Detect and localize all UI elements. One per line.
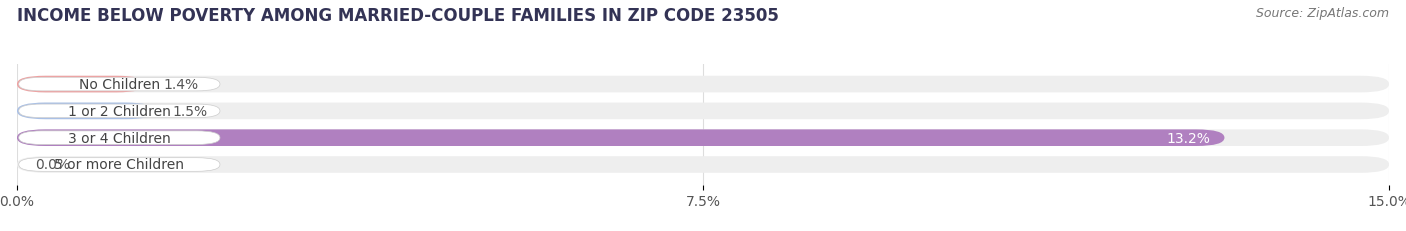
Text: 1 or 2 Children: 1 or 2 Children <box>67 104 170 118</box>
FancyBboxPatch shape <box>17 157 1389 173</box>
FancyBboxPatch shape <box>17 130 1389 146</box>
FancyBboxPatch shape <box>18 158 219 172</box>
FancyBboxPatch shape <box>18 105 219 118</box>
FancyBboxPatch shape <box>17 103 155 120</box>
FancyBboxPatch shape <box>17 76 145 93</box>
FancyBboxPatch shape <box>17 130 1225 146</box>
FancyBboxPatch shape <box>18 78 219 91</box>
Text: Source: ZipAtlas.com: Source: ZipAtlas.com <box>1256 7 1389 20</box>
Text: 3 or 4 Children: 3 or 4 Children <box>67 131 170 145</box>
Text: INCOME BELOW POVERTY AMONG MARRIED-COUPLE FAMILIES IN ZIP CODE 23505: INCOME BELOW POVERTY AMONG MARRIED-COUPL… <box>17 7 779 25</box>
Text: 5 or more Children: 5 or more Children <box>55 158 184 172</box>
FancyBboxPatch shape <box>17 103 1389 120</box>
Text: 1.5%: 1.5% <box>173 104 208 118</box>
Text: 0.0%: 0.0% <box>35 158 70 172</box>
Text: 1.4%: 1.4% <box>163 78 198 92</box>
FancyBboxPatch shape <box>17 76 1389 93</box>
FancyBboxPatch shape <box>18 131 219 145</box>
Text: No Children: No Children <box>79 78 160 92</box>
Text: 13.2%: 13.2% <box>1167 131 1211 145</box>
